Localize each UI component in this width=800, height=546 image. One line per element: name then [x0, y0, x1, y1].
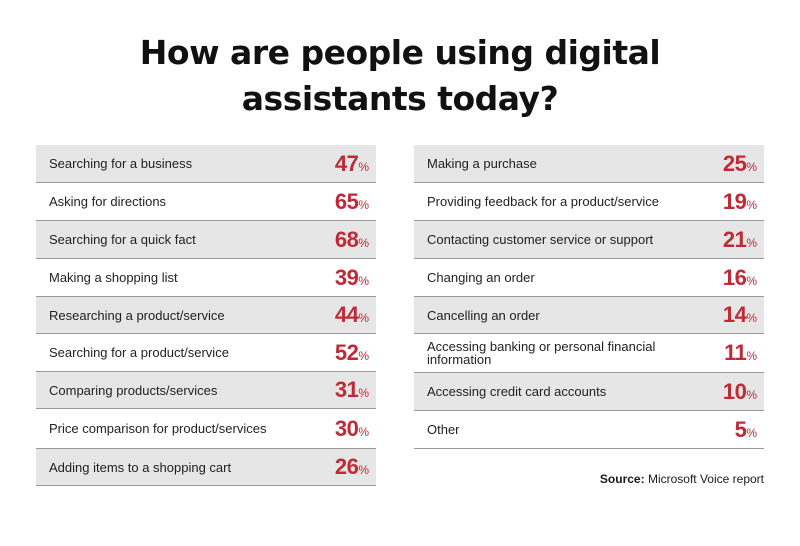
row-value: 68%: [299, 227, 376, 253]
value-number: 21: [722, 226, 747, 252]
value-number: 44: [334, 302, 359, 327]
table-row: Asking for directions 65%: [36, 183, 376, 221]
percent-sign: %: [358, 197, 369, 212]
table-row: Contacting customer service or support 21…: [414, 221, 764, 259]
table-row: Searching for a product/service 52%: [36, 334, 376, 372]
row-value: 44%: [299, 302, 376, 328]
row-value: 47%: [299, 151, 376, 177]
percent-sign: %: [358, 273, 369, 288]
table-row: Making a purchase 25%: [414, 145, 764, 183]
source-text: Microsoft Voice report: [647, 472, 764, 486]
chart-title-line-2: assistants today?: [241, 79, 559, 118]
table-row: Price comparison for product/services 30%: [36, 409, 376, 449]
percent-sign: %: [358, 159, 369, 174]
row-label: Researching a product/service: [49, 307, 225, 323]
row-label: Searching for a quick fact: [49, 232, 196, 247]
percent-sign: %: [746, 425, 757, 440]
row-value: 21%: [687, 227, 764, 253]
value-number: 5: [734, 416, 747, 442]
row-label: Accessing banking or personal financial …: [427, 339, 656, 367]
value-number: 26: [334, 454, 359, 479]
percent-sign: %: [358, 386, 369, 400]
chart-title: How are people using digital assistants …: [0, 30, 800, 122]
row-label: Searching for a product/service: [49, 345, 229, 360]
row-value: 65%: [299, 189, 376, 215]
row-label: Adding items to a shopping cart: [49, 459, 232, 475]
row-value: 5%: [687, 417, 764, 443]
row-value: 26%: [299, 454, 376, 480]
row-label: Making a purchase: [427, 156, 537, 171]
value-number: 11: [724, 340, 747, 365]
value-number: 65: [334, 188, 359, 214]
row-value: 30%: [299, 416, 376, 442]
row-value: 39%: [299, 265, 376, 291]
table-row: Adding items to a shopping cart 26%: [36, 449, 376, 486]
value-number: 39: [334, 264, 359, 290]
row-value: 10%: [687, 379, 764, 405]
value-number: 10: [722, 378, 747, 404]
table-row: Cancelling an order 14%: [414, 297, 764, 334]
left-table: Searching for a business 47% Asking for di…: [36, 145, 376, 486]
value-number: 31: [334, 377, 359, 402]
percent-sign: %: [746, 273, 757, 288]
row-label: Making a shopping list: [49, 270, 178, 285]
value-number: 52: [334, 339, 359, 365]
chart-title-line-1: How are people using digital: [139, 33, 661, 72]
table-row: Making a shopping list 39%: [36, 259, 376, 297]
row-label: Cancelling an order: [427, 307, 540, 323]
row-label: Comparing products/services: [49, 382, 218, 398]
percent-sign: %: [746, 349, 757, 363]
table-row: Changing an order 16%: [414, 259, 764, 297]
percent-sign: %: [746, 235, 757, 250]
row-label: Other: [427, 422, 460, 437]
value-number: 30: [334, 415, 359, 441]
table-row: Researching a product/service 44%: [36, 297, 376, 334]
percent-sign: %: [746, 159, 757, 174]
row-value: 31%: [299, 377, 376, 403]
value-number: 19: [722, 188, 747, 214]
row-label: Searching for a business: [49, 156, 193, 171]
table-row: Accessing banking or personal financial …: [414, 334, 764, 373]
row-value: 19%: [687, 189, 764, 215]
percent-sign: %: [358, 235, 369, 250]
row-label: Contacting customer service or support: [427, 232, 654, 247]
value-number: 14: [722, 302, 747, 327]
value-number: 47: [334, 150, 359, 176]
source-note: Source: Microsoft Voice report: [600, 472, 764, 486]
row-value: 11%: [687, 340, 764, 366]
value-number: 25: [722, 150, 747, 176]
row-label: Providing feedback for a product/service: [427, 194, 659, 209]
table-row: Searching for a quick fact 68%: [36, 221, 376, 259]
row-label: Price comparison for product/services: [49, 421, 267, 436]
row-label: Asking for directions: [49, 194, 167, 209]
table-row: Comparing products/services 31%: [36, 372, 376, 409]
right-table: Making a purchase 25% Providing feedback f…: [414, 145, 764, 449]
percent-sign: %: [358, 424, 369, 439]
percent-sign: %: [746, 311, 757, 325]
row-value: 25%: [687, 151, 764, 177]
value-number: 68: [334, 226, 359, 252]
value-number: 16: [722, 264, 747, 290]
row-label: Changing an order: [427, 270, 535, 285]
row-value: 14%: [687, 302, 764, 328]
table-row: Searching for a business 47%: [36, 145, 376, 183]
table-row: Accessing credit card accounts 10%: [414, 373, 764, 411]
table-row: Other 5%: [414, 411, 764, 449]
row-value: 52%: [299, 340, 376, 366]
percent-sign: %: [358, 348, 369, 363]
percent-sign: %: [358, 463, 369, 477]
table-row: Providing feedback for a product/service…: [414, 183, 764, 221]
row-value: 16%: [687, 265, 764, 291]
percent-sign: %: [358, 311, 369, 325]
source-label: Source:: [599, 472, 645, 486]
percent-sign: %: [746, 387, 757, 402]
row-label: Accessing credit card accounts: [427, 384, 607, 399]
percent-sign: %: [746, 197, 757, 212]
